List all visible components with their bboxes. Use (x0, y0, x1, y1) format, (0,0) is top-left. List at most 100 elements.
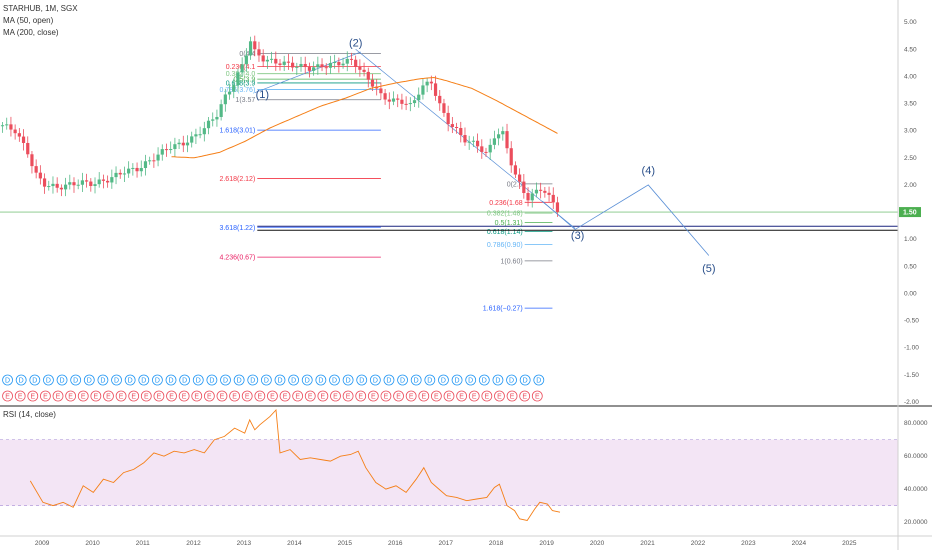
earnings-marker[interactable] (254, 390, 266, 402)
candle-body (316, 64, 320, 68)
earnings-marker[interactable] (317, 390, 329, 402)
dividend-marker[interactable] (165, 374, 177, 386)
earnings-marker[interactable] (241, 390, 253, 402)
earnings-marker[interactable] (128, 390, 140, 402)
earnings-marker[interactable] (40, 390, 51, 402)
ma200-legend[interactable]: MA (200, close) (3, 28, 59, 37)
dividend-marker[interactable] (533, 374, 545, 386)
earnings-marker[interactable] (304, 390, 316, 402)
dividend-marker[interactable] (478, 374, 490, 386)
dividend-marker[interactable] (260, 374, 272, 386)
earnings-marker[interactable] (380, 390, 392, 402)
earnings-marker[interactable] (216, 390, 228, 402)
earnings-marker[interactable] (65, 390, 77, 402)
rsi-legend[interactable]: RSI (14, close) (3, 410, 56, 419)
earnings-marker[interactable] (292, 390, 304, 402)
earnings-marker[interactable] (506, 390, 518, 402)
earnings-marker[interactable] (367, 390, 379, 402)
dividend-marker[interactable] (43, 374, 54, 386)
earnings-marker[interactable] (103, 390, 114, 402)
earnings-marker[interactable] (393, 390, 404, 402)
earnings-marker[interactable] (178, 390, 190, 402)
dividend-marker[interactable] (233, 374, 245, 386)
ma50-legend[interactable]: MA (50, open) (3, 16, 54, 25)
dividend-marker[interactable] (152, 374, 163, 386)
earnings-marker[interactable] (468, 390, 480, 402)
dividend-marker[interactable] (220, 374, 231, 386)
earnings-marker[interactable] (494, 390, 505, 402)
earnings-marker[interactable] (52, 390, 64, 402)
candle-body (421, 85, 425, 95)
dividend-marker[interactable] (97, 374, 109, 386)
dividend-marker[interactable] (138, 374, 150, 386)
earnings-marker[interactable] (27, 390, 39, 402)
dividend-marker[interactable] (179, 374, 191, 386)
dividend-marker[interactable] (492, 374, 504, 386)
candle-body (240, 64, 244, 73)
x-tick-label: 2015 (338, 540, 353, 547)
dividend-marker[interactable] (451, 374, 463, 386)
dividend-marker[interactable] (465, 374, 477, 386)
dividend-marker[interactable] (519, 374, 531, 386)
dividend-marker[interactable] (383, 374, 395, 386)
dividend-marker[interactable] (342, 374, 354, 386)
earnings-marker[interactable] (531, 390, 543, 402)
earnings-marker[interactable] (267, 390, 278, 402)
earnings-marker[interactable] (355, 390, 367, 402)
earnings-marker[interactable] (519, 390, 531, 402)
dividend-marker[interactable] (397, 374, 408, 386)
dividend-marker[interactable] (29, 374, 41, 386)
fib-level-label: 0.382(4.0 (226, 71, 256, 78)
candle-body (26, 142, 30, 155)
earnings-marker[interactable] (191, 390, 203, 402)
dividend-marker[interactable] (70, 374, 82, 386)
dividend-marker[interactable] (56, 374, 68, 386)
dividend-marker[interactable] (369, 374, 381, 386)
earnings-marker[interactable] (229, 390, 240, 402)
dividend-marker[interactable] (83, 374, 95, 386)
dividend-marker[interactable] (206, 374, 218, 386)
dividend-marker[interactable] (438, 374, 449, 386)
dividend-marker[interactable] (15, 374, 27, 386)
dividend-marker[interactable] (274, 374, 286, 386)
earnings-marker[interactable] (115, 390, 127, 402)
earnings-marker[interactable] (2, 390, 13, 402)
dividend-marker[interactable] (2, 374, 13, 386)
earnings-marker[interactable] (153, 390, 165, 402)
dividend-marker[interactable] (356, 374, 368, 386)
earnings-marker[interactable] (140, 390, 152, 402)
earnings-marker[interactable] (342, 390, 354, 402)
dividend-marker[interactable] (424, 374, 436, 386)
earnings-marker-label: E (207, 394, 212, 401)
earnings-marker[interactable] (481, 390, 493, 402)
earnings-marker[interactable] (418, 390, 430, 402)
dividend-marker[interactable] (247, 374, 259, 386)
earnings-marker[interactable] (14, 390, 26, 402)
symbol-title[interactable]: STARHUB, 1M, SGX (3, 4, 78, 13)
earnings-marker[interactable] (77, 390, 89, 402)
earnings-marker[interactable] (430, 390, 442, 402)
fib-level-label: 1(0.60) (500, 258, 522, 265)
y-tick-label: 3.00 (904, 128, 917, 135)
dividend-marker[interactable] (315, 374, 327, 386)
dividend-marker[interactable] (506, 374, 517, 386)
earnings-marker[interactable] (443, 390, 455, 402)
earnings-marker[interactable] (203, 390, 215, 402)
dividend-marker[interactable] (410, 374, 422, 386)
earnings-marker[interactable] (456, 390, 468, 402)
candle-body (530, 193, 534, 201)
earnings-marker[interactable] (405, 390, 417, 402)
earnings-marker[interactable] (279, 390, 291, 402)
dividend-marker[interactable] (329, 374, 340, 386)
dividend-marker[interactable] (288, 374, 300, 386)
earnings-marker[interactable] (166, 390, 177, 402)
dividend-marker[interactable] (124, 374, 136, 386)
candle-body (488, 144, 492, 153)
earnings-marker[interactable] (90, 390, 102, 402)
earnings-marker[interactable] (330, 390, 341, 402)
dividend-marker[interactable] (192, 374, 204, 386)
dividend-marker[interactable] (111, 374, 122, 386)
dividend-marker[interactable] (301, 374, 313, 386)
